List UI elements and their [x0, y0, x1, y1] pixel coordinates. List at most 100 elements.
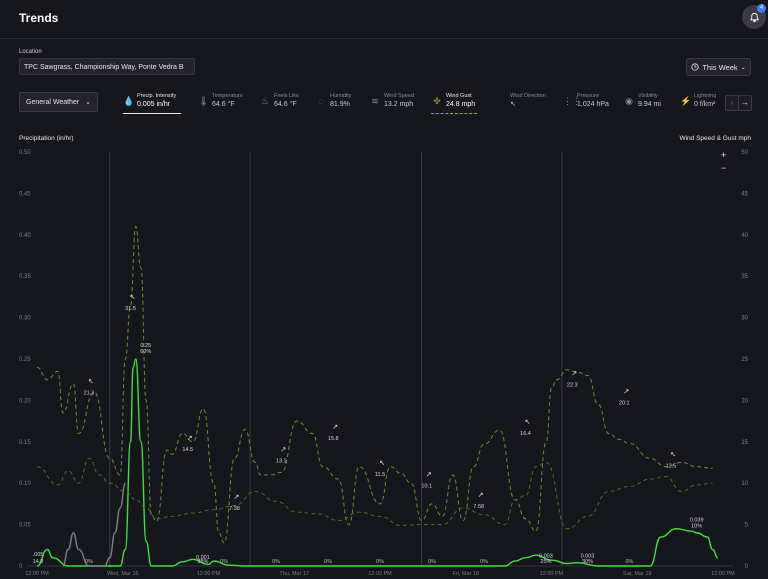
metric-lightning[interactable]: ⚡ Lightning 0 f/km² — [680, 93, 726, 115]
zoom-out-button[interactable]: − — [721, 163, 727, 173]
x-axis-tick: Thu, Mar 17 — [279, 571, 309, 577]
precip-data-label: 10% — [691, 524, 702, 530]
precip-data-label: 35% — [197, 559, 208, 565]
chevron-down-icon: ⌄ — [740, 64, 746, 71]
precip-data-label: 25% — [540, 559, 551, 565]
wind-direction-arrow: ↗ — [623, 389, 629, 396]
metric-value: 64.6 °F — [212, 101, 235, 108]
metric-feels-like[interactable]: ♨ Feels Like 64.6 °F — [260, 93, 299, 115]
precip-data-label: 0.039 — [690, 518, 704, 524]
metric-temperature[interactable]: 🌡 Temperature 64.6 °F — [198, 93, 243, 115]
metric-value: 24.8 mph — [446, 101, 476, 108]
dataset-label: General Weather — [26, 98, 80, 106]
zoom-in-button[interactable]: + — [721, 150, 727, 160]
right-axis-tick: 40 — [741, 233, 748, 239]
wind-data-label: 11.5 — [375, 472, 385, 478]
wind-data-label: 21.3 — [84, 391, 95, 397]
dataset-select[interactable]: General Weather ⌄ — [19, 92, 98, 112]
metric-label: Pressure — [577, 93, 600, 99]
x-axis-tick: 12:00 PM — [711, 571, 735, 577]
metric-label: Wind Direction — [510, 93, 546, 99]
metric-wind-speed[interactable]: ≋ Wind Speed 13.2 mph — [370, 93, 414, 115]
wind-data-label: 12.5 — [666, 464, 677, 470]
left-axis-tick: 0.35 — [19, 274, 31, 280]
metric-label: Humidity — [330, 93, 352, 99]
right-axis-tick: 20 — [741, 398, 748, 404]
precip-probability-label: 0% — [272, 559, 280, 565]
metric-precip-intensity[interactable]: 💧 Precip. Intensity 0.005 in/hr — [123, 93, 176, 115]
wind-direction-arrow: ↗ — [280, 447, 286, 454]
left-axis-tick: 0.20 — [19, 398, 31, 404]
wind-data-label: 15.8 — [328, 436, 339, 442]
bell-icon — [749, 12, 759, 22]
metric-label: Wind Speed — [384, 93, 414, 99]
precip-data-label: 14.8 — [33, 559, 44, 565]
metric-active-underline — [431, 113, 477, 114]
lightning-icon: ⚡ — [680, 96, 692, 106]
metric-value: 64.6 °F — [274, 101, 297, 108]
precip-data-label: .005 — [33, 552, 44, 558]
wind-data-label: 7.58 — [473, 504, 484, 510]
series-line-2 — [36, 226, 713, 544]
metric-value: 13.2 mph — [384, 101, 414, 108]
page-title: Trends — [19, 11, 59, 25]
metric-humidity[interactable]: ◌ Humidity 81.9% — [316, 93, 351, 115]
metric-label: Temperature — [212, 93, 243, 99]
wind-direction-arrow: ↗ — [187, 435, 193, 442]
precip-probability-label: 0% — [376, 559, 384, 565]
wind-gust-icon: ✤ — [433, 96, 441, 106]
wind-direction-arrow: ↗ — [571, 370, 577, 377]
wind-direction-arrow: ↖ — [379, 460, 385, 467]
right-axis-title: Wind Speed & Gust mph — [679, 135, 751, 142]
wind-data-label: 10.1 — [421, 483, 432, 489]
right-axis-tick: 30 — [741, 316, 748, 322]
top-bar: Trends — [0, 0, 768, 39]
series-line-0 — [36, 358, 719, 567]
humidity-icon: ◌ — [318, 96, 324, 106]
wind-direction-arrow: ↖ — [130, 294, 136, 301]
right-axis-tick: 5 — [745, 523, 749, 529]
left-axis-tick: 0.45 — [19, 191, 31, 197]
metric-value: 81.9% — [330, 101, 350, 108]
metric-pressure[interactable]: ⋮⋮ Pressure 1,024 hPa — [563, 93, 609, 115]
wind-direction-arrow: ↖ — [525, 419, 531, 426]
eye-icon: ◉ — [625, 96, 633, 106]
x-axis-tick: Fri, Mar 18 — [452, 571, 479, 577]
wind-direction-arrow: ↗ — [426, 471, 432, 478]
metric-active-underline — [123, 113, 181, 114]
pressure-icon: ⋮⋮ — [563, 96, 581, 106]
metric-label: Visibility — [638, 93, 658, 99]
location-field[interactable]: TPC Sawgrass, Championship Way, Ponte Ve… — [19, 58, 195, 75]
metric-visibility[interactable]: ◉ Visibility 9.94 mi — [624, 93, 661, 115]
metric-value: 1,024 hPa — [577, 101, 609, 108]
metrics-scroll-right-button[interactable]: → — [738, 95, 752, 111]
location-label: Location — [19, 49, 42, 55]
metric-label: Wind Gust — [446, 93, 472, 99]
wind-direction-arrow: ↗ — [478, 492, 484, 499]
notification-badge: 4 — [757, 4, 766, 13]
date-range-selector[interactable]: This Week ⌄ — [686, 58, 751, 76]
right-axis-tick: 10 — [741, 481, 748, 487]
left-axis-tick: 0 — [19, 564, 23, 570]
metric-wind-direction[interactable]: Wind Direction ↖ — [496, 93, 546, 115]
metrics-scroll-left-button[interactable]: ‹ — [725, 95, 739, 111]
wind-data-label: 7.38 — [229, 506, 240, 512]
metric-wind-gust[interactable]: ✤ Wind Gust 24.8 mph — [432, 93, 475, 115]
clock-icon — [691, 63, 699, 71]
precip-probability-label: 0% — [85, 559, 93, 565]
precip-probability-label: 0% — [625, 559, 633, 565]
precip-data-label: 0.003 — [539, 554, 553, 560]
x-axis-tick: 12:00 PM — [540, 571, 564, 577]
wind-direction-arrow: ↗ — [234, 494, 240, 501]
metric-value: 0.005 in/hr — [137, 101, 171, 108]
feels-like-icon: ♨ — [260, 96, 270, 106]
droplets-icon: 💧 — [123, 96, 135, 106]
precip-data-label: 30% — [582, 559, 593, 565]
left-axis-tick: 0.50 — [19, 150, 31, 156]
precip-data-label: 0.001 — [196, 555, 210, 561]
wind-data-label: 14.5 — [182, 447, 193, 453]
series-line-3 — [36, 457, 713, 530]
left-axis-tick: 0.40 — [19, 233, 31, 239]
wind-direction-arrow: ↖ — [88, 379, 94, 386]
